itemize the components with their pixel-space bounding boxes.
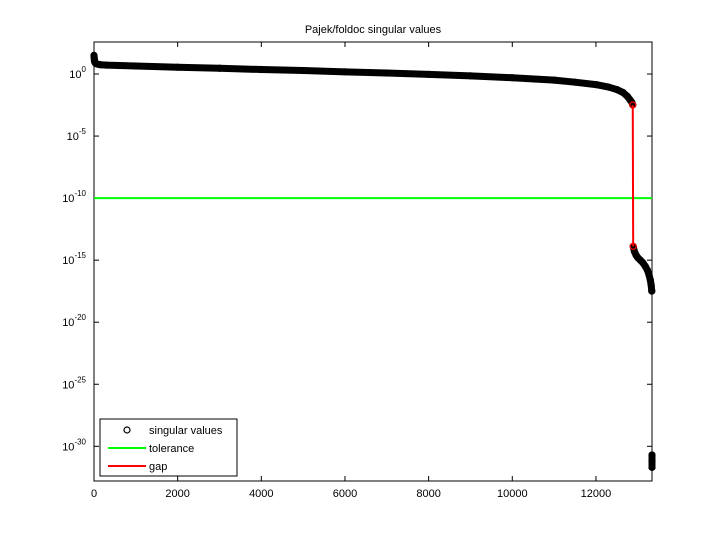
x-tick-label: 2000 xyxy=(165,488,189,500)
singular-value-marker xyxy=(645,271,653,279)
singular-value-marker xyxy=(646,276,654,284)
y-tick-label: 10-20 xyxy=(62,313,86,329)
legend-label: tolerance xyxy=(149,443,194,455)
singular-value-marker xyxy=(648,287,656,295)
singular-value-marker xyxy=(102,61,111,69)
singular-value-marker xyxy=(257,65,265,74)
gap-marker xyxy=(629,242,637,250)
x-tick-label: 4000 xyxy=(249,488,273,500)
singular-value-marker xyxy=(93,60,101,68)
singular-value-marker xyxy=(215,64,224,72)
singular-value-marker xyxy=(383,69,391,77)
singular-value-marker xyxy=(90,51,98,60)
singular-value-marker xyxy=(425,70,433,79)
singular-value-marker xyxy=(174,63,182,71)
singular-value-marker xyxy=(641,262,649,270)
y-tick-label: 10-10 xyxy=(62,189,86,205)
plot-area xyxy=(93,41,653,482)
gap-marker xyxy=(629,101,637,109)
legend-marker xyxy=(123,426,131,434)
y-tick-label: 10-30 xyxy=(62,437,86,453)
singular-value-marker xyxy=(132,62,140,70)
singular-value-marker xyxy=(341,68,349,76)
singular-value-marker xyxy=(630,247,639,256)
y-tick-label: 100 xyxy=(69,65,86,81)
singular-value-marker xyxy=(619,88,627,97)
y-tick-label: 10-15 xyxy=(62,251,86,267)
singular-value-marker xyxy=(466,72,475,80)
singular-value-marker xyxy=(592,81,600,89)
singular-value-marker xyxy=(550,76,558,84)
singular-value-marker xyxy=(299,66,307,75)
singular-value-marker xyxy=(115,61,123,70)
y-tick-label: 10-25 xyxy=(62,375,86,391)
x-tick-label: 0 xyxy=(91,488,97,500)
singular-value-marker xyxy=(571,78,579,86)
x-tick-label: 8000 xyxy=(416,488,440,500)
chart-title: Pajek/foldoc singular values xyxy=(305,24,442,36)
singular-value-marker xyxy=(604,83,613,91)
legend-label: gap xyxy=(149,461,167,473)
singular-value-marker xyxy=(508,74,516,82)
x-tick-label: 12000 xyxy=(581,488,612,500)
x-tick-label: 6000 xyxy=(333,488,357,500)
y-tick-label: 10-5 xyxy=(67,127,87,143)
legend-label: singular values xyxy=(149,425,223,437)
x-tick-label: 10000 xyxy=(497,488,528,500)
singular-value-marker xyxy=(613,85,621,94)
singular-value-marker xyxy=(648,463,656,471)
